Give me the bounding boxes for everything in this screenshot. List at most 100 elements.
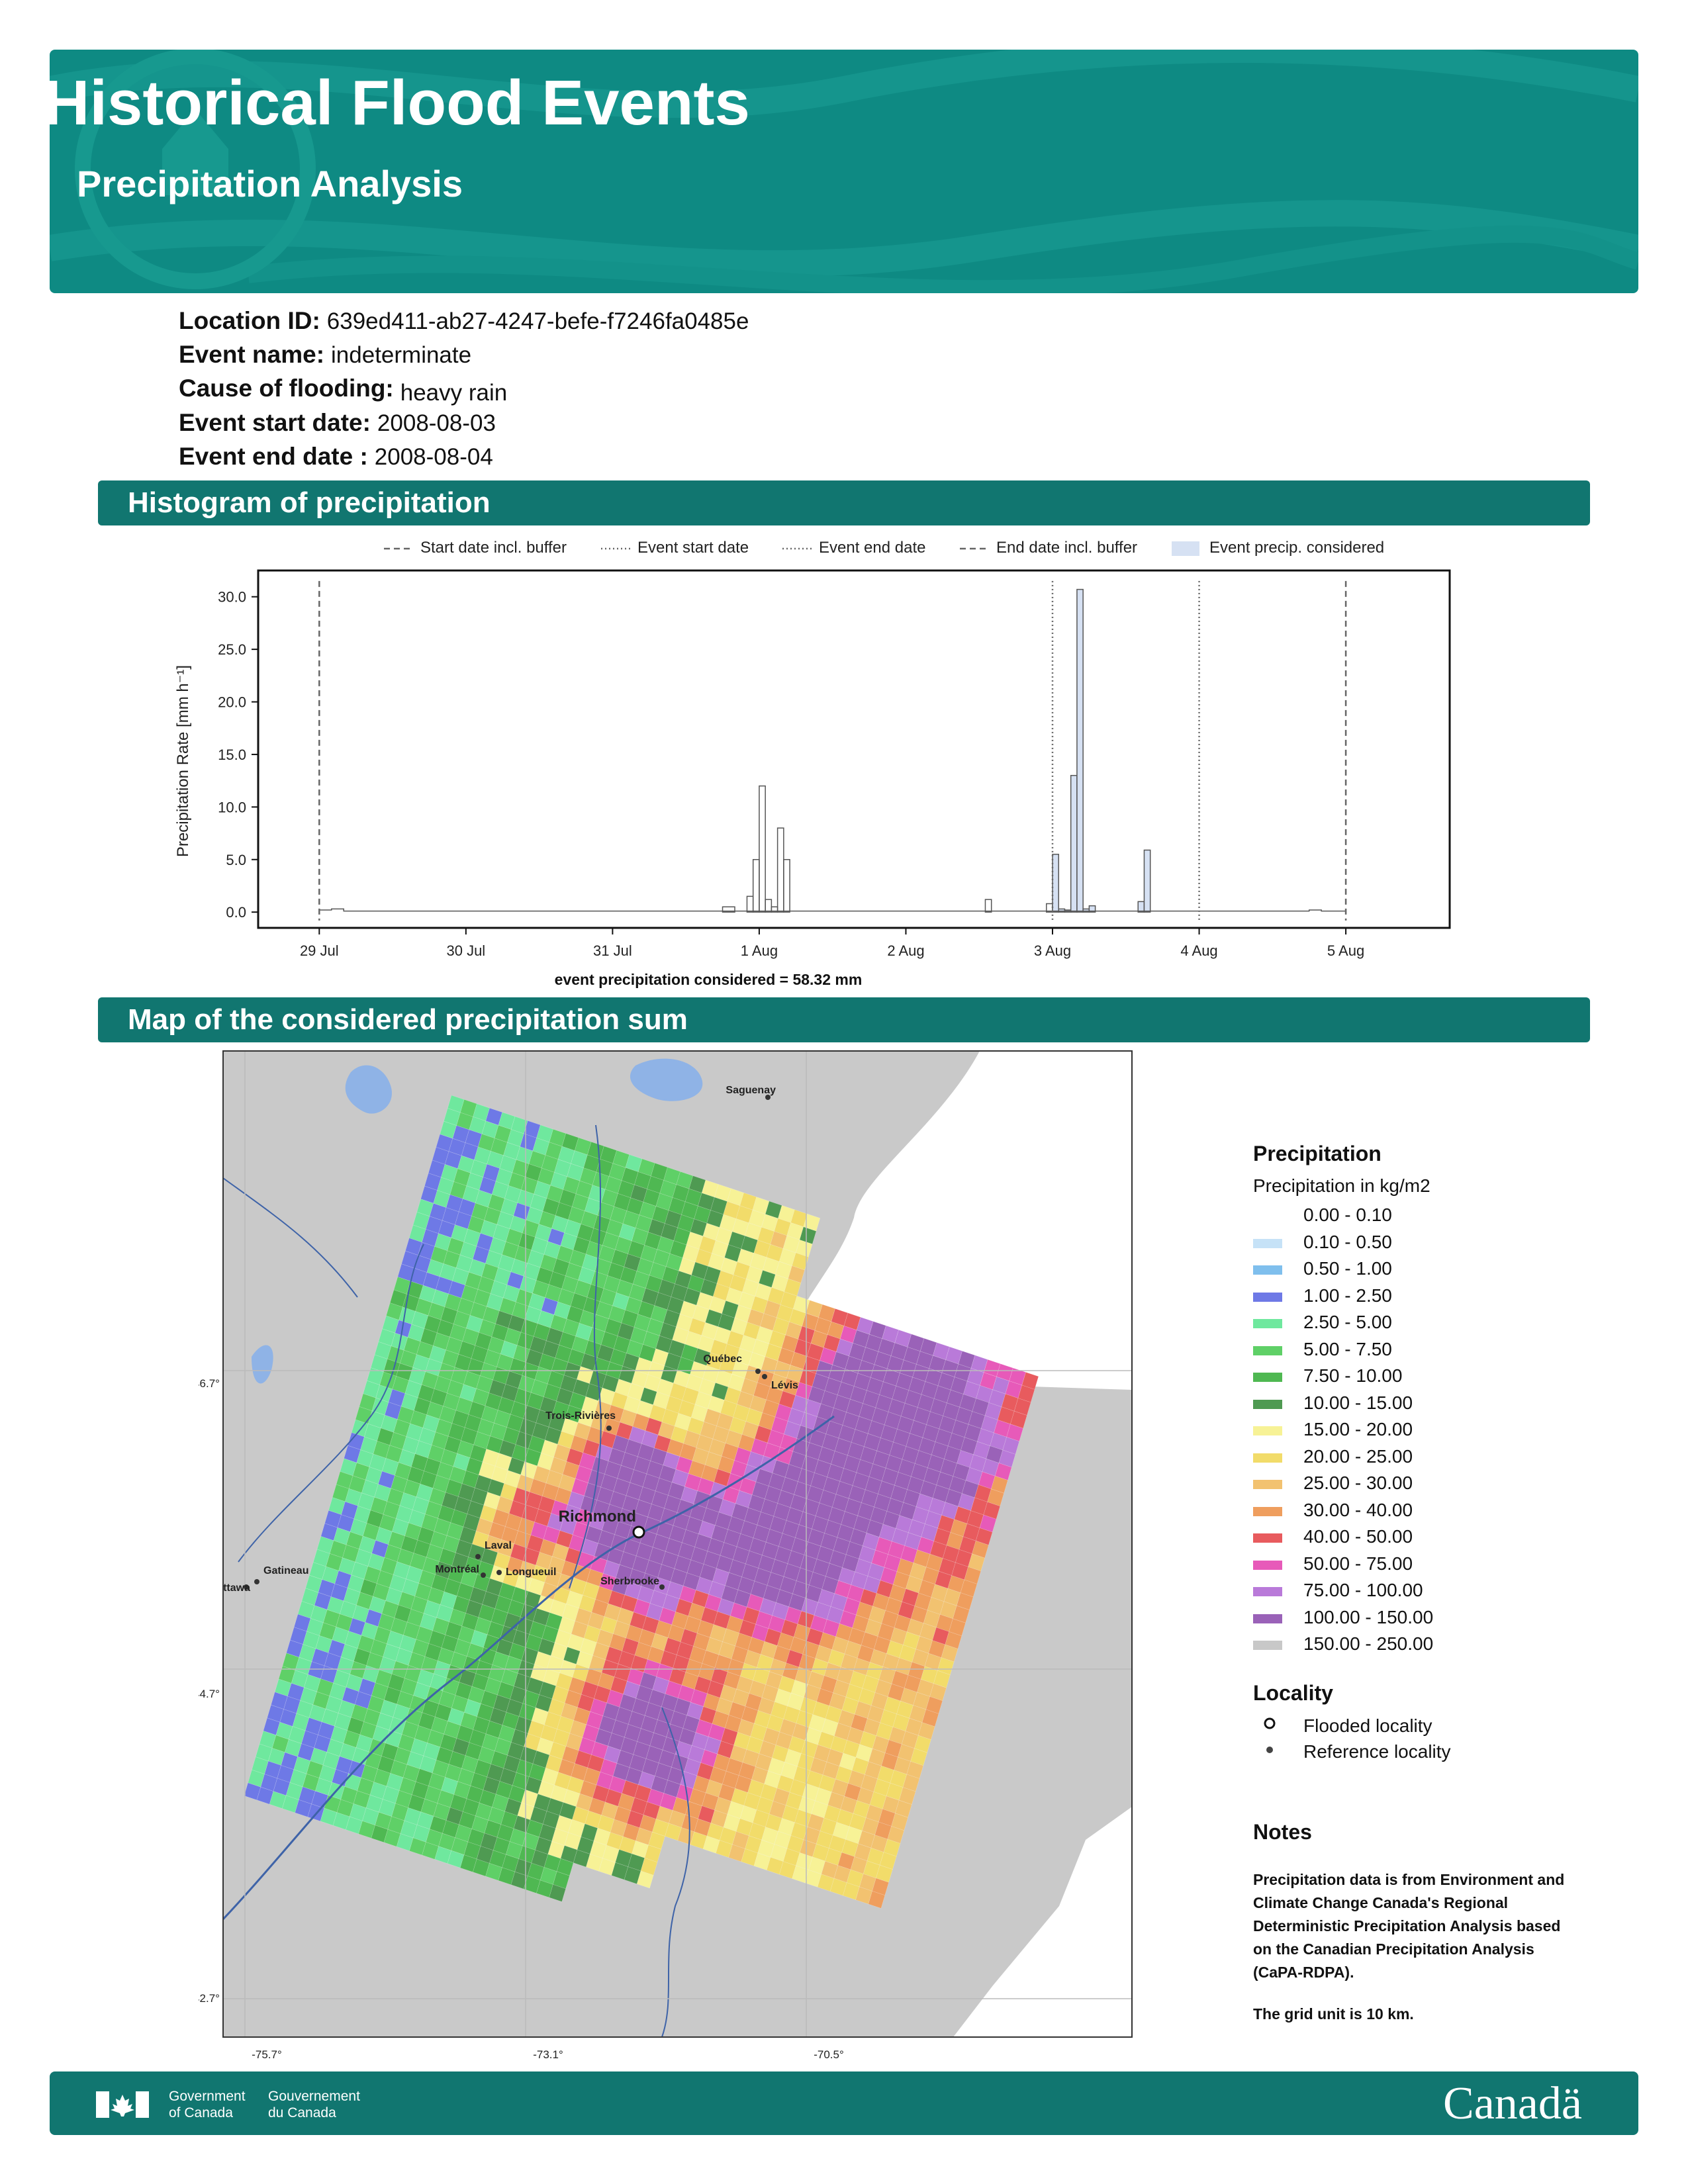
y-tick-label: 25.0: [218, 641, 246, 658]
histogram-bar: [1070, 774, 1078, 913]
legend-class-row: 50.00 - 75.00: [1253, 1553, 1518, 1576]
place-label: Ottawa: [215, 1582, 250, 1594]
reference-locality-marker: [606, 1426, 612, 1431]
page-subtitle: Precipitation Analysis: [77, 163, 463, 205]
legend-event-end-swatch: [782, 547, 812, 550]
lat-label-44-7: +44.7°: [199, 1688, 220, 1700]
legend-class-row: 0.50 - 1.00: [1253, 1258, 1518, 1281]
flooded-locality-marker: [632, 1525, 645, 1539]
legend-class-row: 30.00 - 40.00: [1253, 1500, 1518, 1522]
legend-event-end: Event end date: [819, 539, 926, 557]
legend-class-label: 0.50 - 1.00: [1303, 1258, 1392, 1279]
histogram-bar: [765, 899, 773, 913]
x-tick-label: 3 Aug: [1034, 942, 1071, 959]
reference-locality-marker: [659, 1584, 665, 1590]
legend-class-row: 0.10 - 0.50: [1253, 1232, 1518, 1254]
place-label: Gatineau: [263, 1565, 308, 1576]
reference-locality-marker: [481, 1572, 486, 1578]
legend-class-label: 0.10 - 0.50: [1303, 1231, 1392, 1252]
notes-line: Precipitation data is from Environment a…: [1253, 1871, 1565, 1888]
y-tick-label: 5.0: [226, 852, 246, 868]
start-date-label: Event start date:: [179, 409, 371, 436]
legend-class-label: 40.00 - 50.00: [1303, 1526, 1413, 1547]
histogram-section-bar: Histogram of precipitation: [98, 480, 1590, 525]
location-id-row: Location ID: 639ed411-ab27-4247-befe-f724…: [179, 308, 749, 333]
place-label: Lévis: [771, 1380, 798, 1391]
legend-class-swatch: [1253, 1506, 1282, 1516]
reference-locality-marker: [755, 1369, 761, 1374]
legend-class-swatch: [1253, 1426, 1282, 1435]
ocean-water: [953, 1807, 1132, 2037]
footer-bar: Government of Canada Gouvernement du Can…: [50, 2071, 1638, 2135]
legend-class-row: 150.00 - 250.00: [1253, 1633, 1518, 1656]
histogram-bar: [783, 859, 790, 913]
end-date-value: 2008-08-04: [374, 444, 493, 470]
legend-class-swatch: [1253, 1614, 1282, 1623]
reference-locality-marker: [475, 1554, 481, 1559]
legend-class-swatch: [1253, 1480, 1282, 1489]
histogram-bar: [1076, 588, 1084, 913]
legend-class-label: 7.50 - 10.00: [1303, 1365, 1403, 1386]
y-tick-label: 10.0: [218, 799, 246, 815]
river: [223, 1177, 358, 1298]
place-label: Saguenay: [726, 1085, 776, 1096]
legend-class-label: 10.00 - 15.00: [1303, 1392, 1413, 1413]
lake: [630, 1058, 703, 1101]
legend-subtitle: Precipitation in kg/m2: [1253, 1175, 1430, 1196]
legend-class-label: 5.00 - 7.50: [1303, 1338, 1392, 1359]
flooded-locality-icon: [1264, 1717, 1276, 1729]
map-frame: [222, 1050, 1133, 2038]
legend-class-swatch: [1253, 1265, 1282, 1275]
plot-frame: [257, 569, 1451, 929]
legend-buffer-start-swatch: [384, 547, 413, 550]
cause-row: Cause of flooding: heavy rain: [179, 376, 507, 404]
header-banner: [50, 50, 1638, 293]
lat-label-42-7: +42.7°: [199, 1992, 220, 2005]
x-tick-label: 2 Aug: [887, 942, 924, 959]
histogram-bar: [1082, 908, 1090, 913]
histogram-bar: [722, 906, 735, 913]
legend-class-label: 75.00 - 100.00: [1303, 1580, 1423, 1600]
histogram-bar: [752, 859, 760, 913]
y-tick-label: 20.0: [218, 694, 246, 711]
legend-class-swatch: [1253, 1238, 1282, 1248]
notes-line: (CaPA-RDPA).: [1253, 1964, 1354, 1981]
histogram-bar: [984, 899, 992, 913]
legend-class-row: 10.00 - 15.00: [1253, 1392, 1518, 1415]
event-name-row: Event name: indeterminate: [179, 342, 471, 367]
legend-class-swatch: [1253, 1212, 1282, 1221]
x-tick-label: 29 Jul: [300, 942, 339, 959]
legend-class-row: 2.50 - 5.00: [1253, 1312, 1518, 1334]
gov-name-fr: Gouvernement du Canada: [268, 2088, 360, 2121]
start-date-value: 2008-08-03: [377, 410, 496, 436]
histogram-bar: [1137, 901, 1145, 913]
precip-grid-cell: [549, 1884, 566, 1902]
page-title: Historical Flood Events: [44, 68, 750, 138]
y-tick-label: 0.0: [226, 904, 246, 921]
precip-grid-cell: [636, 1870, 654, 1889]
legend-class-label: 20.00 - 25.00: [1303, 1445, 1413, 1467]
legend-buffer-end: End date incl. buffer: [996, 539, 1138, 557]
legend-class-swatch: [1253, 1399, 1282, 1409]
histogram-bar: [1088, 905, 1096, 913]
legend-class-row: 25.00 - 30.00: [1253, 1473, 1518, 1495]
legend-class-swatch: [1253, 1641, 1282, 1650]
reference-locality-label: Reference locality: [1303, 1741, 1451, 1762]
legend-class-label: 25.00 - 30.00: [1303, 1473, 1413, 1493]
gov-en-line: of Canada: [169, 2105, 233, 2121]
legend-class-label: 30.00 - 40.00: [1303, 1499, 1413, 1520]
flooded-locality-label: Flooded locality: [1303, 1715, 1432, 1736]
event-sum-annotation: event precipitation considered = 58.32 m…: [555, 971, 863, 988]
x-tick-label: 31 Jul: [593, 942, 632, 959]
legend-buffer-end-swatch: [960, 547, 989, 550]
legend-class-row: 75.00 - 100.00: [1253, 1580, 1518, 1602]
notes-line: Deterministic Precipitation Analysis bas…: [1253, 1917, 1561, 1934]
y-axis-label: Precipitation Rate [mm h⁻¹]: [174, 665, 192, 857]
reference-locality-marker: [762, 1374, 767, 1379]
place-label: Montréal: [435, 1564, 479, 1575]
histogram-bar: [746, 895, 754, 913]
lon-label-70-5: -70.5°: [814, 2048, 844, 2061]
notes-line: on the Canadian Precipitation Analysis: [1253, 1940, 1534, 1958]
notes-body: Precipitation data is from Environment a…: [1253, 1868, 1564, 1984]
precipitation-map: Saguenay Québec Lévis Trois-Rivières Richmon…: [199, 1050, 1133, 2061]
